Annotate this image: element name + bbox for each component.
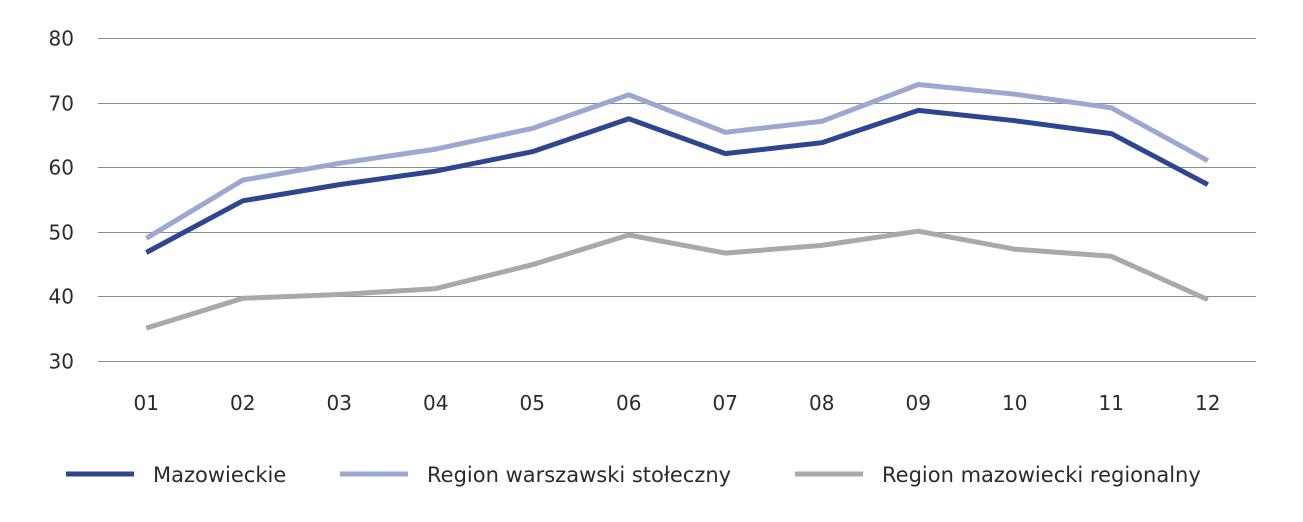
legend-item: Region warszawski stołeczny: [340, 463, 731, 487]
legend: Mazowieckie Region warszawski stołeczny Re…: [66, 463, 1201, 487]
grid: [98, 38, 1256, 362]
x-tick-label: 06: [616, 391, 641, 415]
x-tick-label: 09: [906, 391, 931, 415]
x-tick-label: 01: [134, 391, 159, 415]
x-axis-ticks: 01 02 03 04 05 06 07 08 09 10 11 12: [134, 391, 1221, 415]
x-tick-label: 04: [423, 391, 448, 415]
legend-item: Region mazowiecki regionalny: [795, 463, 1201, 487]
x-tick-label: 02: [230, 391, 255, 415]
x-tick-label: 10: [1002, 391, 1027, 415]
y-tick-label: 30: [49, 350, 74, 374]
series-line-1: [145, 107, 1209, 255]
y-tick-label: 70: [49, 92, 74, 116]
series-lines: [145, 82, 1210, 331]
x-tick-label: 12: [1195, 391, 1220, 415]
y-axis-ticks: 30 40 50 60 70 80: [49, 27, 74, 374]
x-tick-label: 07: [713, 391, 738, 415]
series-line-3: [145, 228, 1209, 331]
legend-label: Region mazowiecki regionalny: [882, 463, 1201, 487]
x-tick-label: 03: [327, 391, 352, 415]
y-tick-label: 40: [49, 285, 74, 309]
legend-label: Region warszawski stołeczny: [427, 463, 731, 487]
x-tick-label: 11: [1099, 391, 1124, 415]
legend-label: Mazowieckie: [153, 463, 286, 487]
x-tick-label: 05: [520, 391, 545, 415]
y-tick-label: 50: [49, 221, 74, 245]
x-tick-label: 08: [809, 391, 834, 415]
y-tick-label: 80: [49, 27, 74, 51]
series-line-2: [145, 82, 1210, 241]
y-tick-label: 60: [49, 156, 74, 180]
legend-item: Mazowieckie: [66, 463, 286, 487]
